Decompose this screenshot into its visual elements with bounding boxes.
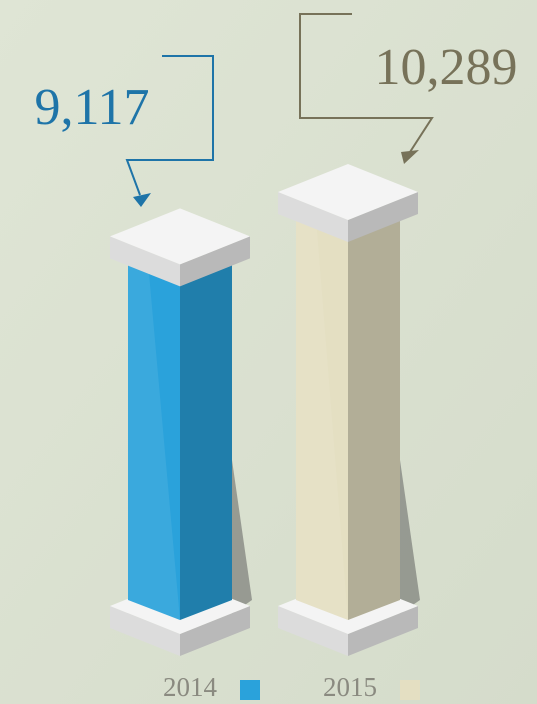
pillar-base <box>110 606 180 656</box>
bar-highlight <box>296 210 348 620</box>
bar-highlight <box>128 254 180 621</box>
pillar-cap <box>110 236 180 287</box>
callout-arrow <box>401 150 419 164</box>
legend-swatch <box>240 680 260 700</box>
callout-arrow <box>133 193 151 207</box>
pillar-base <box>278 606 348 656</box>
value-label: 10,289 <box>375 39 518 96</box>
legend-label: 2014 <box>163 672 218 702</box>
legend-swatch <box>400 680 420 700</box>
bar-shade <box>180 254 232 621</box>
bar <box>128 254 232 621</box>
pillar-cap <box>110 208 250 265</box>
shadow <box>400 460 420 614</box>
pillar-base <box>180 606 250 656</box>
callout-line <box>125 55 214 196</box>
pillar-base <box>348 606 418 656</box>
value-label: 9,117 <box>34 79 149 136</box>
pillar-cap <box>278 164 418 220</box>
pillar-cap <box>348 192 418 242</box>
pillar-cap <box>180 236 250 287</box>
legend-label: 2015 <box>323 672 377 702</box>
callout-line <box>299 13 434 153</box>
pillar-cap <box>278 192 348 242</box>
bar-shade <box>348 210 400 620</box>
bar <box>296 210 400 620</box>
shadow <box>232 460 252 614</box>
